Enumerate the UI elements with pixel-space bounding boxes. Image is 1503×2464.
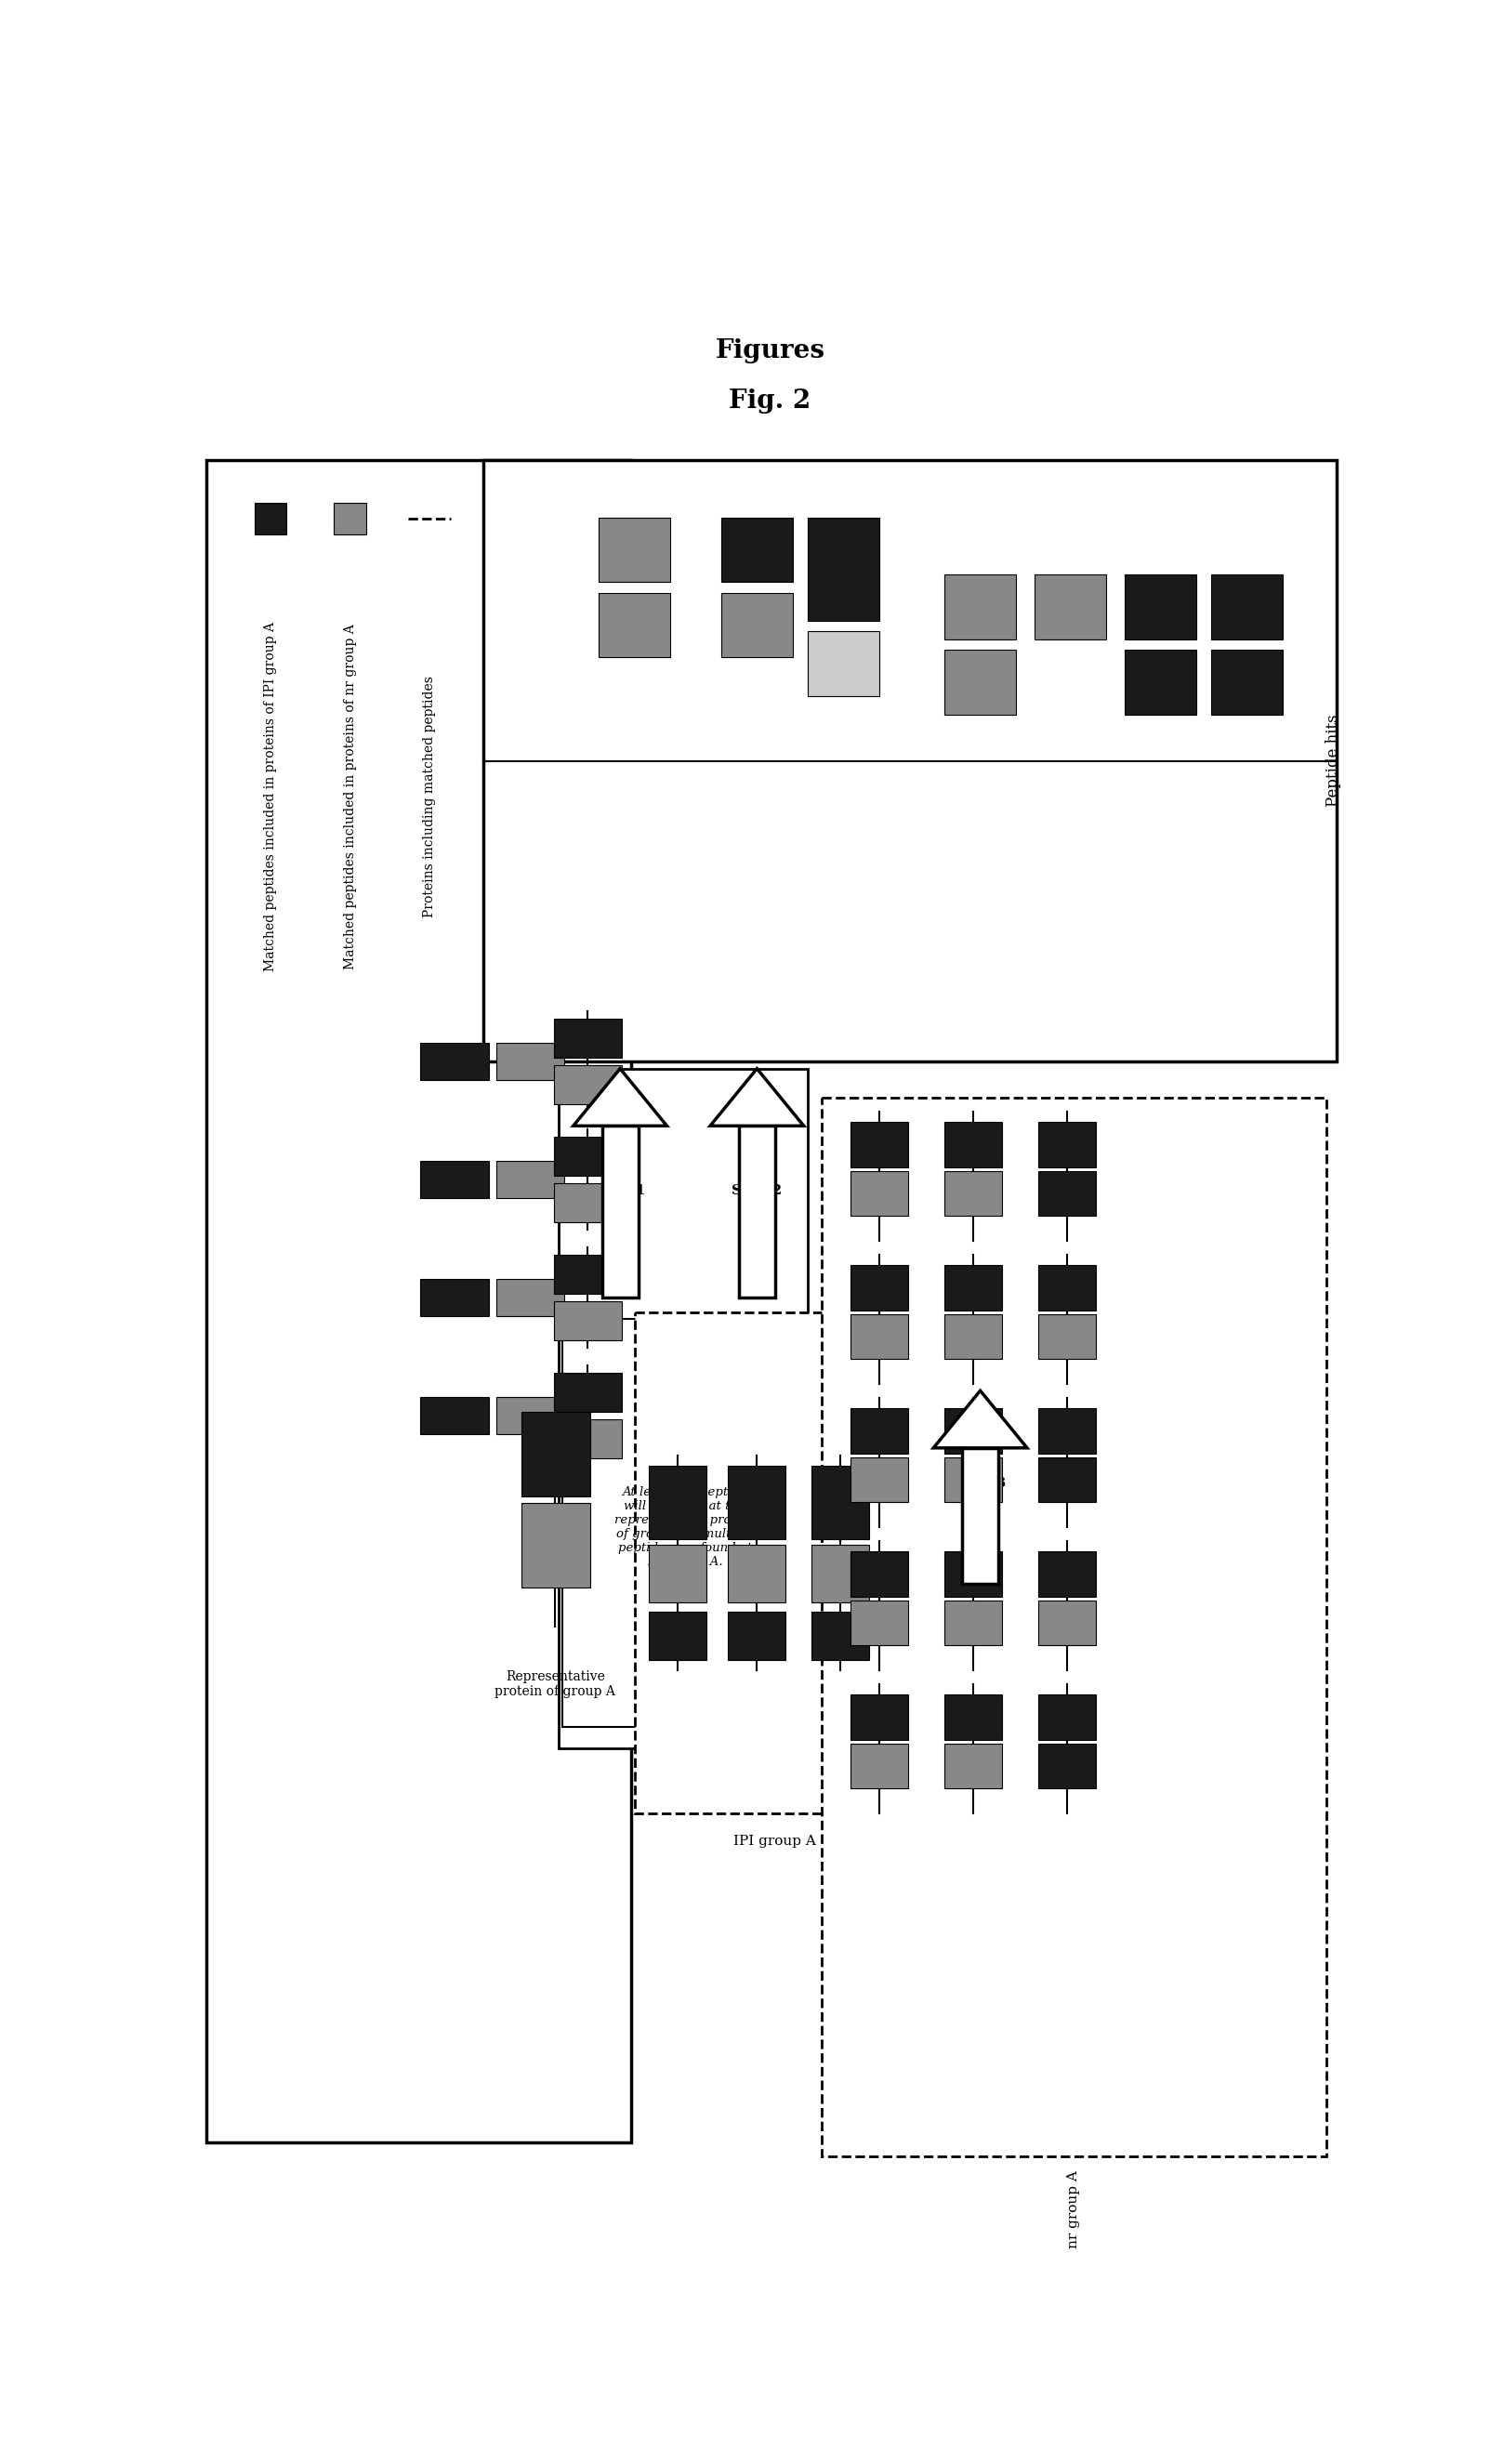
Bar bbox=[496, 1042, 565, 1079]
Bar bbox=[553, 1419, 622, 1459]
Bar bbox=[256, 503, 287, 535]
Bar bbox=[944, 1695, 1003, 1740]
Bar bbox=[562, 1318, 807, 1727]
Bar bbox=[1039, 1121, 1096, 1168]
Bar bbox=[559, 1069, 807, 1749]
Text: At least one peptide
will be found at the
representative protein
of group A, if : At least one peptide will be found at th… bbox=[615, 1486, 756, 1567]
Bar bbox=[727, 1545, 786, 1602]
Bar bbox=[727, 1466, 786, 1540]
Bar bbox=[944, 1170, 1003, 1217]
Bar bbox=[649, 1545, 706, 1602]
Bar bbox=[1034, 574, 1106, 638]
Bar bbox=[944, 1456, 1003, 1503]
Bar bbox=[649, 1466, 706, 1540]
Bar bbox=[851, 1695, 908, 1740]
Text: Matched peptides included in proteins of IPI group A: Matched peptides included in proteins of… bbox=[265, 621, 277, 971]
Bar bbox=[603, 1126, 639, 1299]
Text: Representative
protein of group A: Representative protein of group A bbox=[494, 1671, 616, 1698]
Bar bbox=[1039, 1409, 1096, 1454]
Bar bbox=[421, 1042, 488, 1079]
Bar bbox=[851, 1121, 908, 1168]
Text: Fig. 2: Fig. 2 bbox=[729, 389, 812, 414]
Bar bbox=[598, 594, 670, 658]
Bar bbox=[421, 1397, 488, 1434]
Bar bbox=[1039, 1745, 1096, 1789]
Bar bbox=[807, 517, 879, 621]
Bar bbox=[1124, 574, 1196, 638]
Bar bbox=[421, 1161, 488, 1198]
Bar bbox=[1211, 574, 1284, 638]
Bar bbox=[496, 1397, 565, 1434]
Polygon shape bbox=[709, 1069, 804, 1126]
Bar bbox=[812, 1466, 869, 1540]
Bar bbox=[944, 1266, 1003, 1311]
Bar bbox=[553, 1372, 622, 1412]
Polygon shape bbox=[573, 1069, 667, 1126]
Bar bbox=[944, 1602, 1003, 1646]
Bar bbox=[944, 1552, 1003, 1597]
Bar bbox=[522, 1503, 589, 1587]
Text: nr group A: nr group A bbox=[1067, 2171, 1081, 2250]
Bar bbox=[553, 1183, 622, 1222]
Bar bbox=[727, 1611, 786, 1661]
Text: Matched peptides included in proteins of nr group A: Matched peptides included in proteins of… bbox=[344, 623, 356, 968]
Bar bbox=[1124, 650, 1196, 715]
Bar bbox=[553, 1136, 622, 1175]
Bar bbox=[1039, 1695, 1096, 1740]
Bar bbox=[496, 1161, 565, 1198]
Bar bbox=[812, 1545, 869, 1602]
Bar bbox=[851, 1456, 908, 1503]
Text: IPI group A: IPI group A bbox=[733, 1833, 816, 1848]
Bar bbox=[944, 574, 1016, 638]
Bar bbox=[739, 1126, 776, 1299]
Bar bbox=[851, 1409, 908, 1454]
Bar bbox=[944, 1121, 1003, 1168]
Bar bbox=[206, 461, 631, 2141]
Bar bbox=[553, 1301, 622, 1340]
Text: Step 2: Step 2 bbox=[732, 1183, 782, 1198]
Bar bbox=[851, 1170, 908, 1217]
Bar bbox=[553, 1254, 622, 1294]
Bar bbox=[634, 1311, 915, 1814]
Bar bbox=[962, 1449, 998, 1584]
Bar bbox=[421, 1279, 488, 1316]
Bar bbox=[851, 1266, 908, 1311]
Bar bbox=[944, 1745, 1003, 1789]
Bar bbox=[1039, 1552, 1096, 1597]
Bar bbox=[944, 650, 1016, 715]
Bar bbox=[812, 1611, 869, 1661]
Bar bbox=[944, 1313, 1003, 1360]
Bar bbox=[721, 594, 794, 658]
Text: Step 3: Step 3 bbox=[954, 1478, 1006, 1491]
Text: Peptide hits: Peptide hits bbox=[1326, 715, 1341, 808]
Bar bbox=[598, 517, 670, 582]
Bar bbox=[1039, 1170, 1096, 1217]
Bar bbox=[1039, 1602, 1096, 1646]
Bar bbox=[851, 1552, 908, 1597]
Text: Step 1: Step 1 bbox=[595, 1183, 645, 1198]
Bar bbox=[1039, 1266, 1096, 1311]
Text: Proteins including matched peptides: Proteins including matched peptides bbox=[422, 675, 436, 917]
Bar bbox=[851, 1745, 908, 1789]
Bar bbox=[851, 1313, 908, 1360]
Polygon shape bbox=[933, 1390, 1027, 1449]
Bar bbox=[484, 461, 1336, 1062]
Bar bbox=[1211, 650, 1284, 715]
Bar bbox=[721, 517, 794, 582]
Bar bbox=[553, 1018, 622, 1057]
Bar bbox=[496, 1279, 565, 1316]
Bar bbox=[1039, 1313, 1096, 1360]
Bar bbox=[649, 1611, 706, 1661]
Bar bbox=[334, 503, 365, 535]
Bar bbox=[553, 1064, 622, 1104]
Bar bbox=[807, 631, 879, 695]
Bar bbox=[944, 1409, 1003, 1454]
Bar bbox=[522, 1412, 589, 1496]
Bar bbox=[822, 1096, 1326, 2156]
Bar bbox=[851, 1602, 908, 1646]
Text: Figures: Figures bbox=[715, 338, 825, 365]
Bar bbox=[1039, 1456, 1096, 1503]
